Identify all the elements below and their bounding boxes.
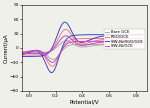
RGO/GCE [65, 29, 66, 30]
Bare GCE [21, 52, 23, 53]
S/W₃Ni/RGO/GCE [51, 72, 52, 73]
S/W₃Ni/GCE [46, 52, 48, 53]
S/W₃Ni/GCE [96, 41, 98, 42]
Line: Bare GCE: Bare GCE [22, 41, 142, 59]
Bare GCE [119, 44, 121, 45]
S/W₃Ni/RGO/GCE [21, 56, 23, 57]
S/W₃Ni/GCE [51, 62, 53, 63]
S/W₃Ni/GCE [65, 35, 67, 37]
RGO/GCE [21, 53, 23, 54]
Line: S/W₃Ni/RGO/GCE: S/W₃Ni/RGO/GCE [22, 22, 142, 73]
S/W₃Ni/RGO/GCE [46, 54, 48, 55]
RGO/GCE [51, 66, 53, 67]
S/W₃Ni/RGO/GCE [128, 34, 129, 35]
Bare GCE [128, 44, 129, 45]
S/W₃Ni/GCE [21, 53, 23, 54]
RGO/GCE [46, 53, 48, 54]
RGO/GCE [74, 38, 76, 40]
S/W₃Ni/GCE [70, 42, 72, 43]
Bare GCE [70, 44, 72, 46]
Bare GCE [74, 44, 76, 45]
Bare GCE [21, 51, 23, 53]
S/W₃Ni/GCE [74, 41, 76, 42]
RGO/GCE [128, 38, 129, 39]
Bare GCE [46, 52, 48, 53]
Line: RGO/GCE: RGO/GCE [22, 29, 142, 66]
RGO/GCE [119, 38, 121, 39]
S/W₃Ni/RGO/GCE [119, 34, 121, 35]
Y-axis label: Current/μA: Current/μA [3, 33, 8, 63]
S/W₃Ni/GCE [128, 41, 129, 42]
S/W₃Ni/RGO/GCE [21, 54, 23, 55]
Legend: Bare GCE, RGO/GCE, S/W₃Ni/RGO/GCE, S/W₃Ni/GCE: Bare GCE, RGO/GCE, S/W₃Ni/RGO/GCE, S/W₃N… [104, 29, 145, 49]
Line: S/W₃Ni/GCE: S/W₃Ni/GCE [22, 36, 142, 62]
Bare GCE [52, 59, 54, 60]
Bare GCE [96, 44, 98, 45]
RGO/GCE [70, 39, 72, 40]
S/W₃Ni/RGO/GCE [74, 35, 76, 36]
S/W₃Ni/RGO/GCE [70, 36, 72, 37]
RGO/GCE [21, 54, 23, 56]
S/W₃Ni/RGO/GCE [64, 21, 66, 23]
X-axis label: Potential/V: Potential/V [70, 100, 99, 105]
S/W₃Ni/RGO/GCE [96, 34, 98, 35]
S/W₃Ni/GCE [21, 52, 23, 53]
S/W₃Ni/GCE [119, 41, 121, 42]
Bare GCE [65, 40, 67, 41]
RGO/GCE [96, 38, 98, 39]
